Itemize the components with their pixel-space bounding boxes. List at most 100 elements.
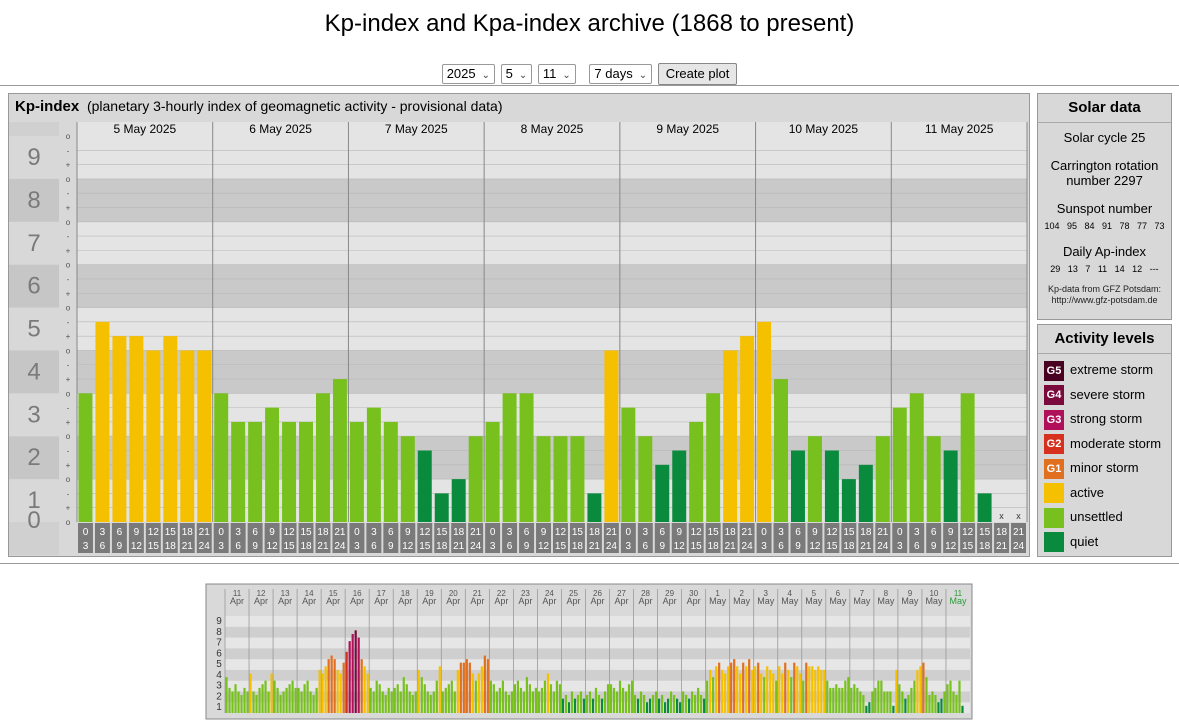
kp-bar [570,436,585,522]
y-tick-label: 6 [27,273,40,300]
history-bar [306,680,309,713]
hour-end: 15 [962,541,974,552]
history-bar [666,698,670,713]
activity-levels-title: Activity levels [1038,325,1171,354]
activity-label: active [1070,484,1104,500]
kp-bar [943,450,958,522]
history-bar [243,687,246,713]
kp-bar [875,436,890,522]
hour-cell [468,523,484,553]
y-tick-label: 5 [27,316,40,343]
hour-end: 24 [1013,541,1025,552]
history-bar [264,680,267,713]
create-plot-button[interactable]: Create plot [657,63,738,85]
history-day-number: 8 [884,589,889,598]
divider [0,563,1179,564]
kp-chart: 0123456789o+-o+-o+-o+-o+-o+-o+-o+-o+-o5 … [27,122,1028,553]
hour-start: 6 [659,527,665,538]
hour-cell [875,523,891,553]
history-month-label: Apr [350,596,364,606]
history-bar [507,695,510,713]
day-select[interactable]: 11 ⌄ [537,64,576,84]
hour-cell [383,523,399,553]
history-day-number: 27 [617,589,626,598]
hour-cell [841,523,857,553]
month-select-value: 5 [505,66,513,81]
hour-cell [451,523,467,553]
hour-start: 9 [405,527,411,538]
history-bar [438,666,441,713]
hour-end: 12 [809,541,821,552]
history-bar [769,669,772,713]
history-month-label: May [877,596,895,606]
activity-swatch [1044,532,1064,553]
range-select[interactable]: 7 days ⌄ [589,64,653,84]
history-bar [706,680,709,713]
kp-bar [740,336,755,522]
minor-tick-label: o [66,132,71,141]
hour-end: 18 [979,541,991,552]
history-bar [955,695,958,713]
solar-data-panel: Solar data Solar cycle 25 Carrington rot… [1037,93,1172,320]
hour-start: 9 [269,527,275,538]
kp-bar [604,350,619,522]
history-bar [673,695,676,713]
history-bar [663,702,667,713]
hour-cell [773,523,789,553]
history-bar [291,680,294,713]
history-bar [889,691,892,713]
history-y-tick: 3 [216,681,222,692]
history-month-label: Apr [590,596,604,606]
minor-tick-label: o [66,518,71,527]
minor-tick-label: + [66,418,71,427]
history-bar [297,687,300,713]
hour-cell [858,523,874,553]
history-bar [793,662,796,713]
kp-bar [638,436,653,522]
history-bar [868,702,871,713]
hour-cell [230,523,246,553]
history-bar [393,687,396,713]
kp-bar [621,407,636,522]
hour-end: 12 [402,541,414,552]
hour-start: 9 [948,527,954,538]
history-bar [372,691,375,713]
hour-cell [569,523,585,553]
history-bar [657,698,661,713]
kp-bar [78,393,93,522]
history-bar [724,673,727,713]
kp-bar [841,479,856,522]
history-bar [943,691,946,713]
hour-cell [671,523,687,553]
hour-end: 12 [674,541,686,552]
history-y-tick: 9 [216,616,222,627]
history-bar [928,695,931,713]
history-bar [621,687,625,713]
history-bar [712,677,715,713]
kp-bar [689,421,704,522]
kp-bar [774,379,788,522]
hour-end: 3 [761,541,767,552]
history-bar [952,691,955,713]
hour-start: 21 [606,527,618,538]
month-select[interactable]: 5 ⌄ [500,64,533,84]
history-bar [763,677,766,713]
history-bar [679,702,682,713]
kp-bar [112,336,127,522]
hour-cell [722,523,738,553]
history-month-label: May [829,596,847,606]
hour-end: 15 [283,541,295,552]
history-bar [871,691,874,713]
history-bar [333,659,336,713]
data-source-link[interactable]: http://www.gfz-potsdam.de [1051,295,1158,305]
history-bar [754,666,757,713]
activity-level-unsettled: unsettled [1044,507,1123,528]
history-band [225,702,970,713]
history-bar [432,691,435,713]
hour-end: 3 [897,541,903,552]
history-y-tick: 5 [216,659,222,670]
history-y-tick: 4 [216,670,222,681]
history-bar [775,680,778,713]
history-bar [225,677,228,713]
year-select[interactable]: 2025 ⌄ [441,64,495,84]
